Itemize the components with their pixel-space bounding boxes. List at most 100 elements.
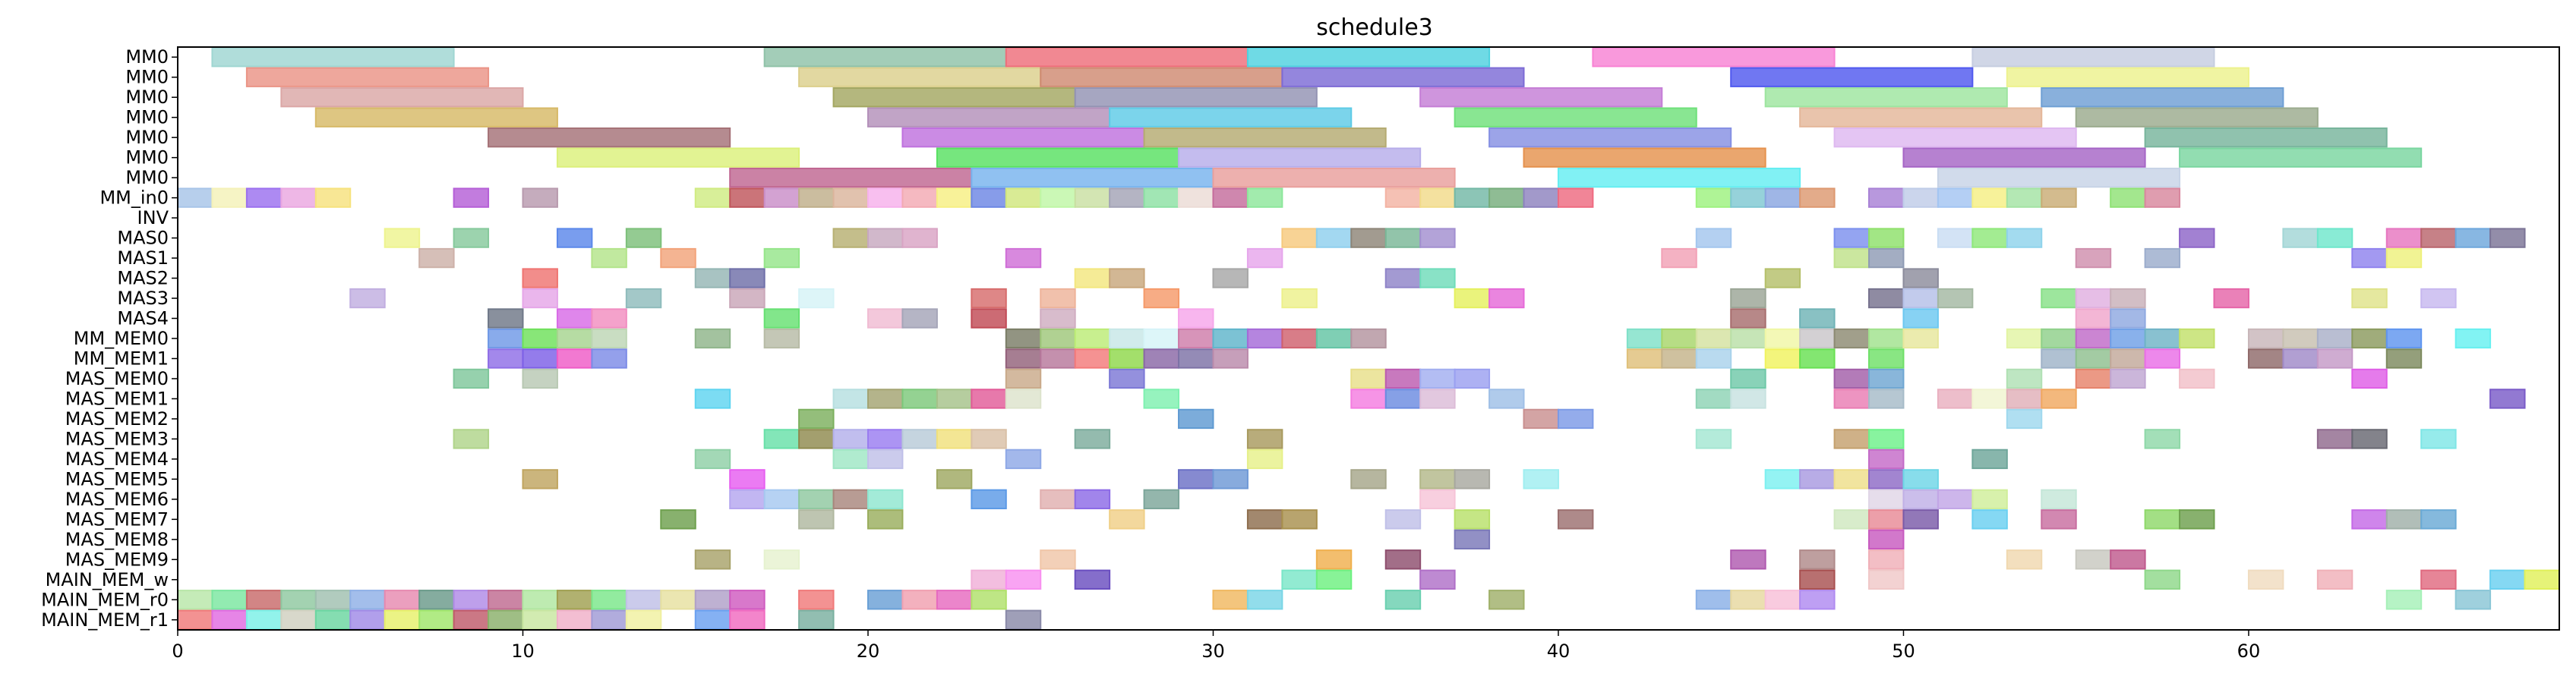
- task-bar: [2006, 368, 2043, 389]
- task-bar: [1143, 328, 1180, 349]
- task-bar: [867, 107, 1111, 127]
- task-bar: [1074, 87, 1318, 108]
- task-bar: [1212, 167, 1456, 188]
- row-label: MAIN_MEM_r0: [41, 589, 169, 610]
- task-bar: [2420, 569, 2457, 590]
- task-bars: [177, 47, 2561, 630]
- task-bar: [2041, 489, 2077, 510]
- task-bar: [1902, 308, 1939, 329]
- task-bar: [867, 187, 904, 208]
- task-bar: [867, 449, 904, 470]
- task-bar: [2420, 429, 2457, 449]
- task-bar: [1419, 87, 1663, 108]
- task-bar: [1488, 127, 1732, 148]
- task-bar: [1868, 288, 1905, 309]
- task-bar: [832, 228, 869, 248]
- task-bar: [1661, 328, 1697, 349]
- row-label: MAIN_MEM_w: [46, 569, 169, 590]
- task-bar: [1350, 228, 1387, 248]
- task-bar: [936, 147, 1180, 168]
- task-bar: [280, 609, 317, 630]
- task-bar: [1005, 449, 1042, 470]
- task-bar: [1281, 569, 1318, 590]
- task-bar: [1384, 549, 1422, 570]
- task-bar: [1384, 187, 1422, 208]
- task-bar: [1626, 328, 1663, 349]
- row-label: MAS4: [117, 308, 169, 329]
- task-bar: [1005, 368, 1042, 389]
- task-bar: [971, 489, 1007, 510]
- task-bar: [2385, 328, 2423, 349]
- row-label: MAS_MEM6: [65, 489, 169, 510]
- task-bar: [1074, 489, 1111, 510]
- task-bar: [763, 328, 800, 349]
- task-bar: [798, 609, 835, 630]
- task-bar: [1212, 469, 1249, 489]
- task-bar: [1523, 187, 1559, 208]
- task-bar: [936, 389, 973, 409]
- task-bar: [763, 549, 800, 570]
- task-bar: [280, 590, 317, 610]
- task-bar: [1074, 348, 1111, 369]
- task-bar: [1246, 328, 1283, 349]
- task-bar: [349, 609, 386, 630]
- task-bar: [522, 187, 558, 208]
- task-bar: [1971, 47, 2215, 68]
- task-bar: [453, 187, 490, 208]
- task-bar: [1937, 167, 2181, 188]
- task-bar: [1143, 389, 1180, 409]
- task-bar: [1833, 228, 1870, 248]
- task-bar: [418, 247, 455, 269]
- task-bar: [349, 288, 386, 309]
- task-bar: [1143, 489, 1180, 510]
- task-bar: [971, 187, 1007, 208]
- task-bar: [1005, 187, 1042, 208]
- task-bar: [1971, 389, 2008, 409]
- task-bar: [1730, 328, 1766, 349]
- task-bar: [1730, 67, 1974, 87]
- task-bar: [556, 590, 593, 610]
- task-bar: [1384, 228, 1422, 248]
- task-bar: [1178, 328, 1214, 349]
- task-bar: [591, 348, 627, 369]
- row-label: MAS_MEM3: [65, 428, 169, 449]
- task-bar: [591, 590, 627, 610]
- task-bar: [1799, 549, 1836, 570]
- row-label: MAS1: [117, 247, 169, 269]
- task-bar: [1212, 348, 1249, 369]
- task-bar: [1833, 389, 1870, 409]
- task-bar: [591, 247, 627, 269]
- x-tick-label: 20: [857, 641, 880, 662]
- task-bar: [2144, 328, 2181, 349]
- task-bar: [729, 609, 766, 630]
- task-bar: [1695, 348, 1732, 369]
- task-bar: [1040, 328, 1076, 349]
- row-label: MM0: [125, 147, 169, 168]
- row-labels: MM0MM0MM0MM0MM0MM0MM0MM_in0INVMAS0MAS1MA…: [41, 46, 178, 631]
- row-label: MAS_MEM7: [65, 508, 169, 530]
- task-bar: [1315, 569, 1353, 590]
- x-tick-label: 10: [511, 641, 535, 662]
- task-bar: [453, 609, 490, 630]
- task-bar: [1799, 107, 2043, 127]
- task-bar: [1868, 469, 1905, 489]
- task-bar: [1212, 187, 1249, 208]
- task-bar: [1454, 368, 1491, 389]
- task-bar: [971, 569, 1007, 590]
- task-bar: [2075, 107, 2319, 127]
- task-bar: [729, 590, 766, 610]
- task-bar: [1454, 107, 1697, 127]
- task-bar: [1419, 469, 1456, 489]
- task-bar: [1040, 549, 1076, 570]
- task-bar: [2351, 429, 2388, 449]
- task-bar: [2144, 348, 2181, 369]
- task-bar: [1764, 348, 1801, 369]
- task-bar: [1523, 408, 1559, 430]
- task-bar: [1868, 489, 1905, 510]
- task-bar: [867, 590, 904, 610]
- row-label: MAS_MEM1: [65, 388, 169, 409]
- row-label: MAS_MEM2: [65, 408, 169, 430]
- task-bar: [798, 509, 835, 530]
- task-bar: [2144, 187, 2181, 208]
- task-bar: [1178, 348, 1214, 369]
